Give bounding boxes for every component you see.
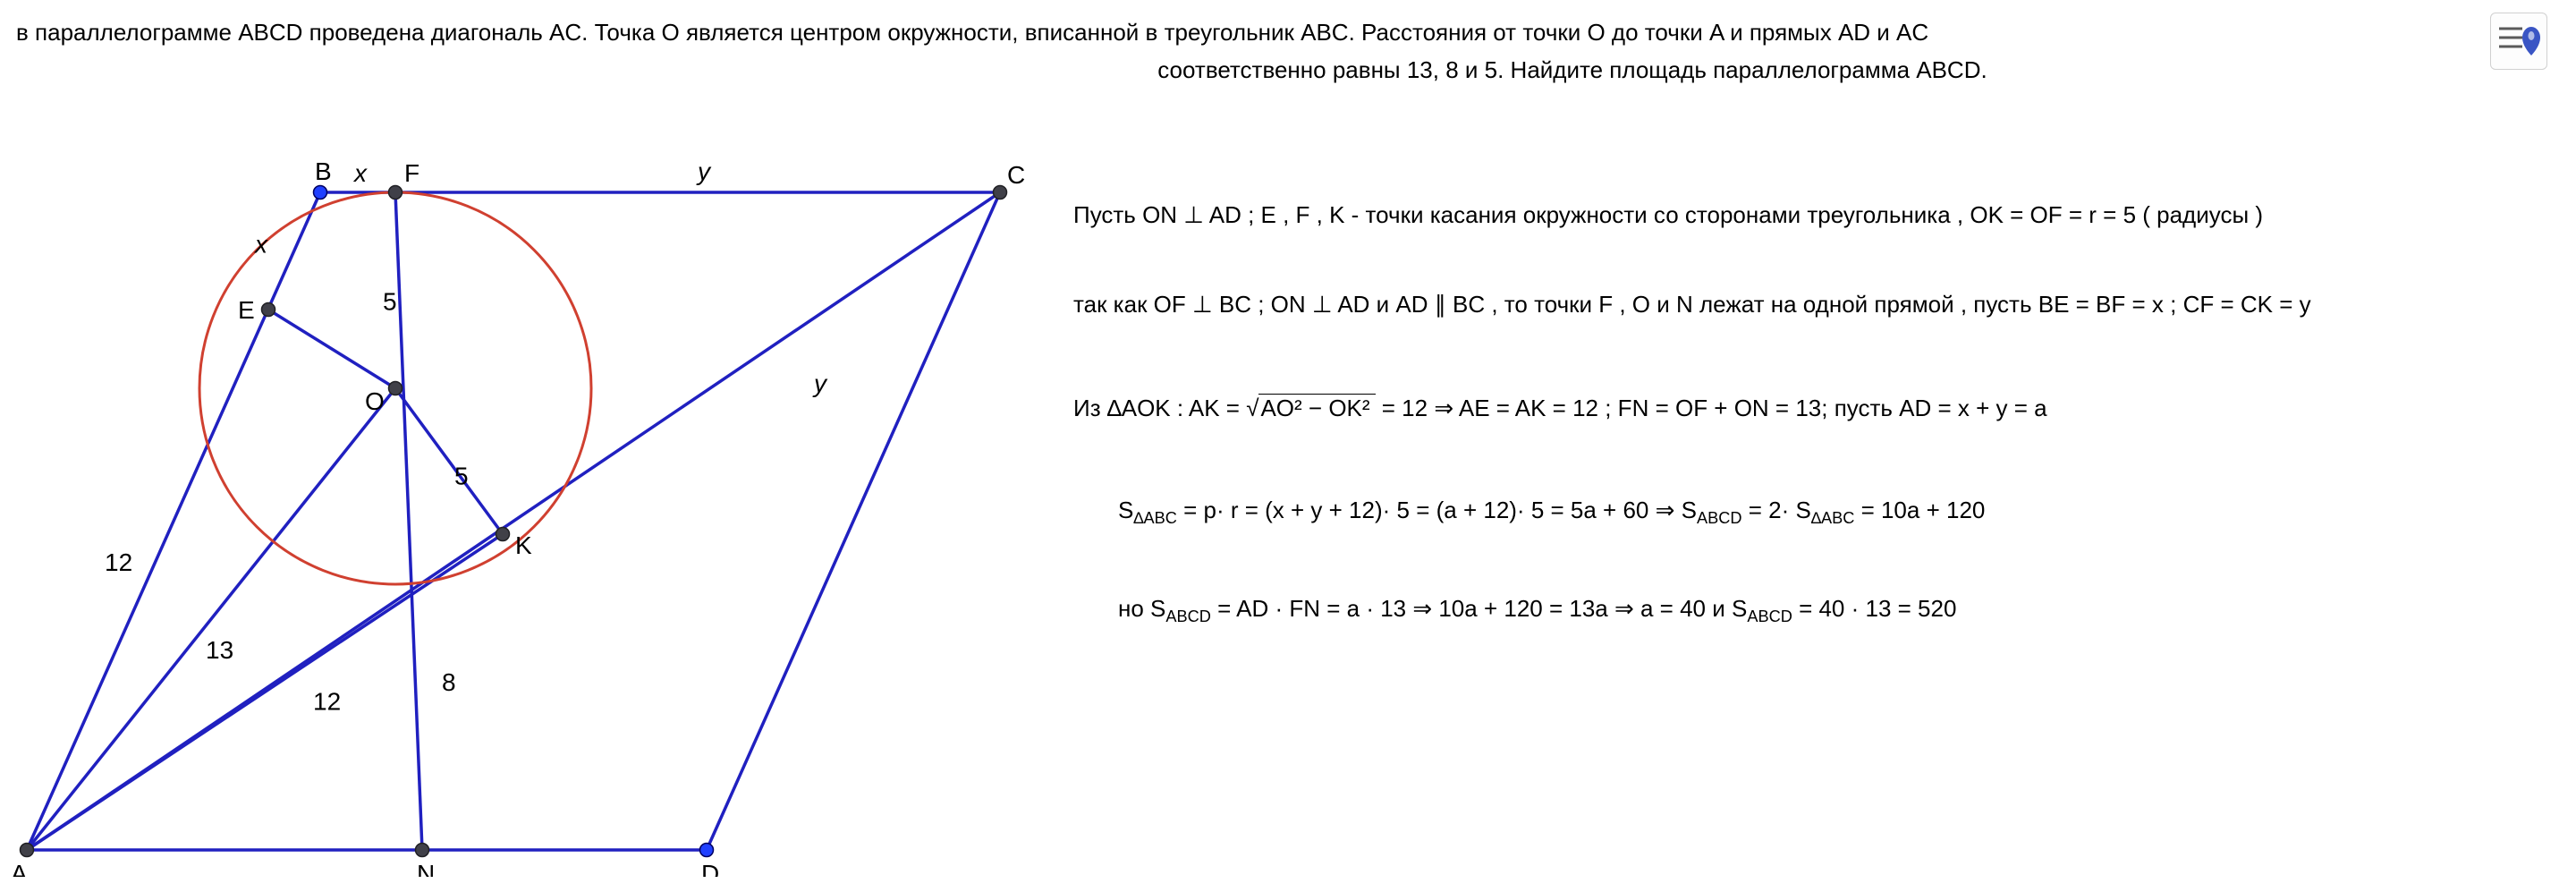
svg-text:5: 5 [383,288,397,316]
tool-toggle-icon [2496,21,2542,61]
svg-text:A: A [11,860,28,877]
svg-text:y: y [812,370,828,397]
svg-text:x: x [352,161,368,187]
style-tool-button[interactable] [2490,13,2547,70]
solution-line-5: но SABCD = AD · FN = a · 13 ⇒ 10a + 120 … [1118,595,1956,626]
svg-text:D: D [701,860,719,877]
svg-text:x: x [253,231,268,259]
svg-text:8: 8 [442,668,456,696]
svg-text:K: K [515,531,532,559]
problem-line-2: соответственно равны 13, 8 и 5. Найдите … [16,55,2449,86]
solution-line-3: Из ∆AOK : AK = √AO² − OK² = 12 ⇒ AE = AK… [1073,394,2047,422]
problem-line-1: в параллелограмме ABCD проведена диагона… [16,18,2449,48]
geometry-diagram: A B C D E F K O Nx x y y 5 5 8 12 12 13 [0,161,1055,877]
svg-text:13: 13 [206,636,233,664]
svg-text:5: 5 [454,463,469,490]
svg-text:E: E [238,296,255,324]
solution-line-2: так как OF ⊥ BC ; ON ⊥ AD и AD ∥ BC , то… [1073,291,2311,319]
svg-text:C: C [1007,161,1025,189]
svg-text:12: 12 [105,548,132,576]
solution-line-4: S∆ABC = p· r = (x + y + 12)· 5 = (a + 12… [1118,497,1985,528]
svg-text:O: O [365,387,385,415]
svg-text:12: 12 [313,688,341,716]
svg-text:B: B [315,161,332,185]
svg-text:y: y [696,161,712,185]
svg-text:F: F [404,161,419,187]
svg-text:N: N [417,860,435,877]
solution-line-1: Пусть ON ⊥ AD ; E , F , K - точки касани… [1073,201,2263,229]
